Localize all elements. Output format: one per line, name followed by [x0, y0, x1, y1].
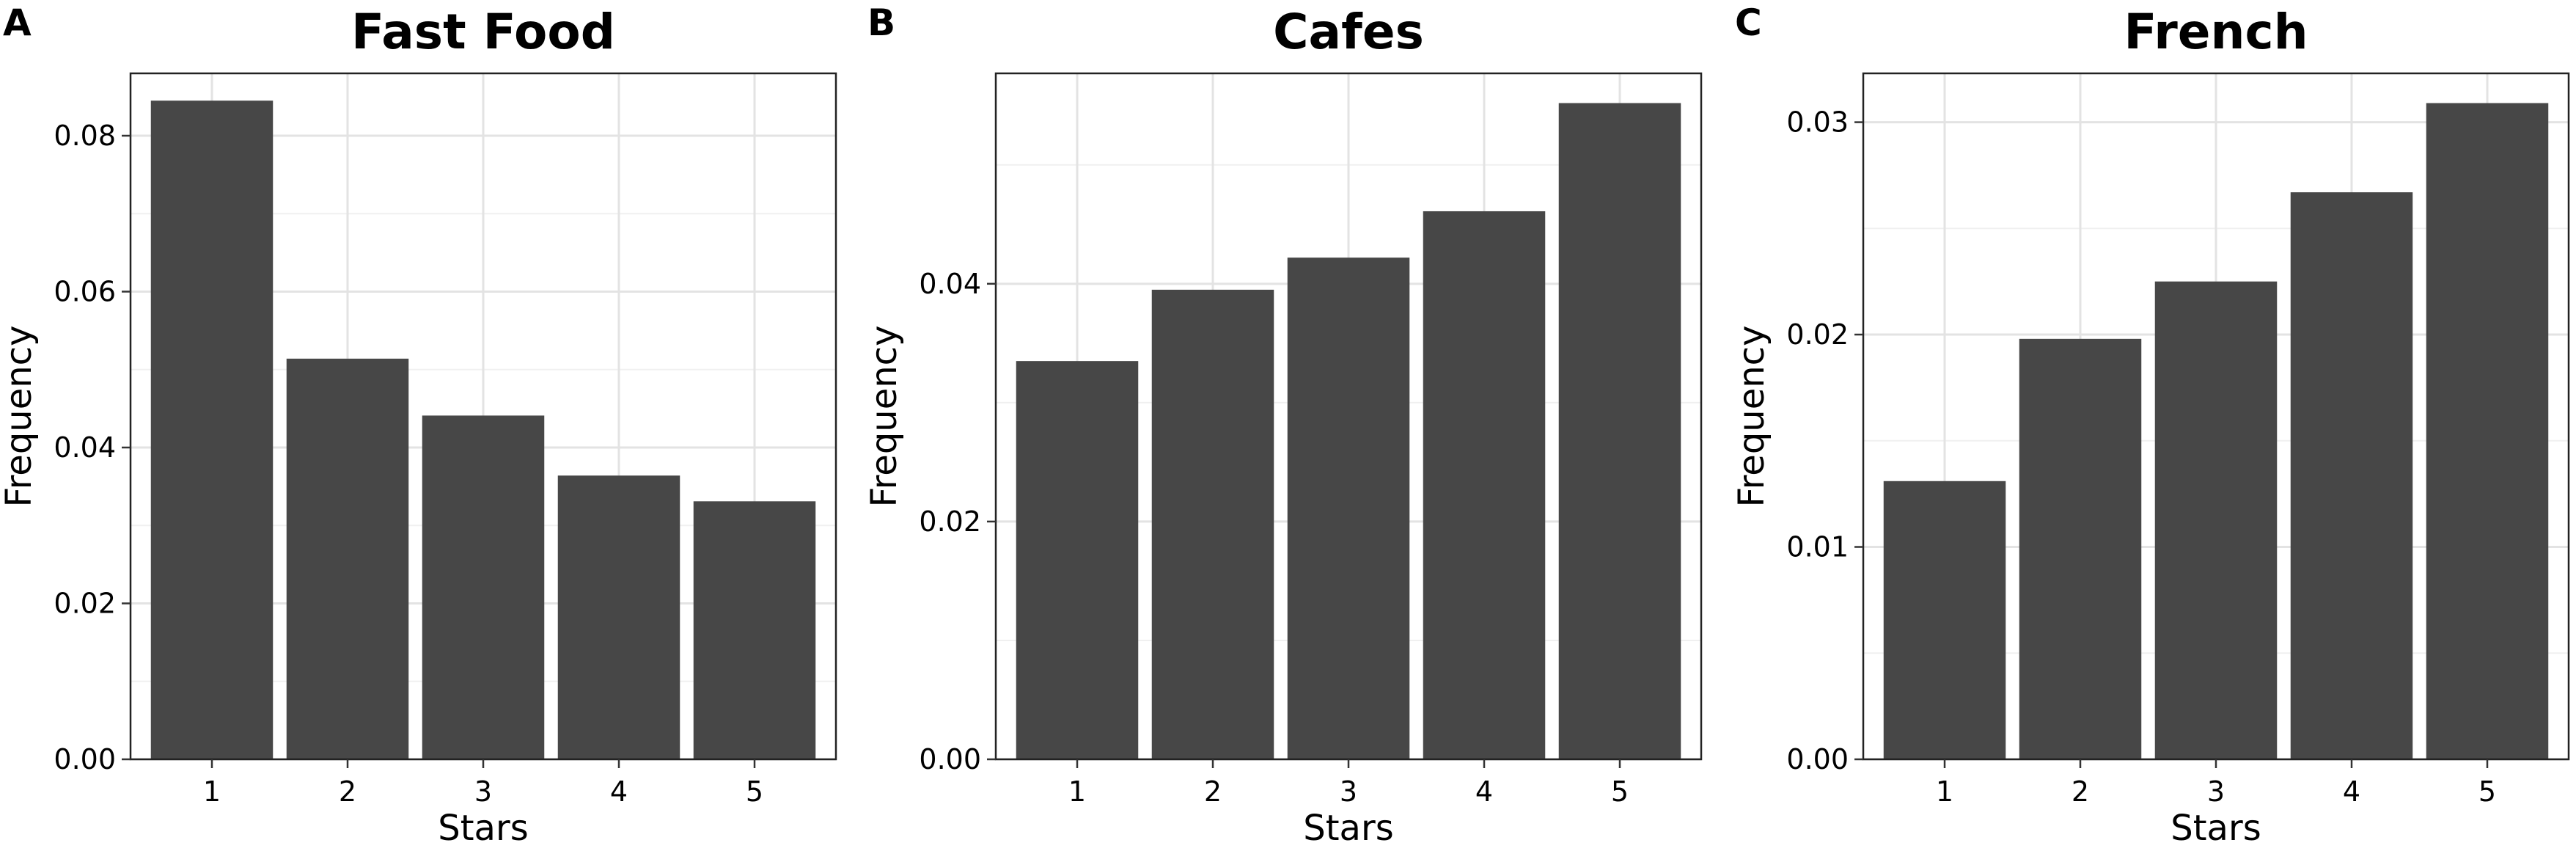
panel-a-ytick-label: 0.06 — [54, 276, 116, 308]
panel-a-bar-5 — [693, 501, 816, 759]
panel-b-bar-3 — [1287, 258, 1410, 760]
panel-a-xtick-label: 1 — [203, 775, 221, 808]
panel-b-ytick-label: 0.00 — [919, 743, 981, 775]
panel-c-bar-5 — [2426, 103, 2549, 760]
panel-c-xtick-label: 2 — [2072, 775, 2089, 808]
panel-b-letter: B — [867, 1, 895, 44]
panel-c-ytick-label: 0.02 — [1786, 318, 1849, 351]
panel-c-xtick-label: 1 — [1936, 775, 1953, 808]
panel-b-y-axis-title: Frequency — [864, 326, 905, 508]
panel-c-letter: C — [1735, 1, 1762, 44]
panel-a-bar-4 — [557, 475, 680, 759]
panel-b-bar-2 — [1151, 289, 1274, 759]
panel-a-x-axis-title: Stars — [438, 808, 528, 849]
panel-c-title: French — [2124, 4, 2308, 60]
panel-a-title: Fast Food — [351, 4, 615, 60]
panel-a-xtick-label: 2 — [339, 775, 356, 808]
panel-a-xtick-label: 5 — [746, 775, 763, 808]
panel-a-bar-1 — [150, 101, 274, 759]
panel-c-ytick-label: 0.01 — [1786, 531, 1849, 563]
panel-c-xtick-label: 5 — [2478, 775, 2496, 808]
panel-b-xtick-label: 5 — [1611, 775, 1629, 808]
panel-b-x-axis-title: Stars — [1303, 808, 1393, 849]
panel-b-xtick-label: 4 — [1475, 775, 1493, 808]
panel-a-letter: A — [3, 1, 32, 44]
panel-c-bar-3 — [2154, 281, 2278, 759]
panel-b-bar-5 — [1558, 103, 1681, 760]
panel-b-xtick-label: 1 — [1068, 775, 1086, 808]
panel-a-ytick-label: 0.04 — [54, 431, 116, 464]
panel-a-ytick-label: 0.08 — [54, 120, 116, 152]
panel-b-ytick-label: 0.04 — [919, 268, 981, 300]
panel-c-ytick-label: 0.00 — [1786, 743, 1849, 775]
panel-a-bar-3 — [422, 415, 545, 759]
panel-a-xtick-label: 3 — [474, 775, 492, 808]
panel-a-bar-2 — [286, 358, 409, 759]
panel-b-bar-4 — [1423, 211, 1546, 759]
panel-b-title: Cafes — [1273, 4, 1424, 60]
panel-b-xtick-label: 3 — [1340, 775, 1357, 808]
panel-b-ytick-label: 0.02 — [919, 505, 981, 538]
panel-c-bar-4 — [2290, 192, 2413, 760]
panel-c-bar-2 — [2019, 338, 2142, 759]
panel-c-x-axis-title: Stars — [2170, 808, 2261, 849]
panel-b-bar-1 — [1016, 361, 1139, 759]
panel-a-y-axis-title: Frequency — [0, 326, 40, 508]
panel-c-y-axis-title: Frequency — [1731, 326, 1772, 508]
panel-a-ytick-label: 0.02 — [54, 588, 116, 620]
panel-c-xtick-label: 3 — [2207, 775, 2225, 808]
panel-b-xtick-label: 2 — [1204, 775, 1222, 808]
panel-c-bar-1 — [1883, 481, 2006, 759]
panel-a: 0.00 0.02 0.04 0.06 0.08 1 2 3 4 5 Stars Frequency F… — [0, 1, 837, 849]
panel-c: 0.00 0.01 0.02 0.03 1 2 3 4 5 Stars Frequency Frenc… — [1731, 1, 2570, 849]
panel-c-ytick-label: 0.03 — [1786, 106, 1849, 139]
panel-c-xtick-label: 4 — [2343, 775, 2360, 808]
panel-b: 0.00 0.02 0.04 1 2 3 4 5 Stars Frequency Cafes B — [864, 1, 1703, 849]
panel-a-ytick-label: 0.00 — [54, 743, 116, 775]
panel-a-xtick-label: 4 — [610, 775, 628, 808]
